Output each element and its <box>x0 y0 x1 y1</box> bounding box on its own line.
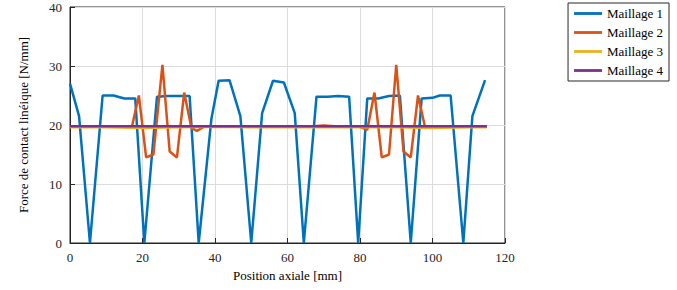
svg-text:Maillage 2: Maillage 2 <box>607 25 663 40</box>
svg-text:120: 120 <box>495 250 515 265</box>
svg-text:40: 40 <box>209 250 222 265</box>
svg-text:0: 0 <box>56 236 63 251</box>
svg-text:30: 30 <box>49 59 62 74</box>
svg-text:60: 60 <box>281 250 294 265</box>
svg-text:0: 0 <box>67 250 74 265</box>
svg-text:100: 100 <box>423 250 443 265</box>
svg-text:10: 10 <box>49 177 62 192</box>
svg-text:Maillage 3: Maillage 3 <box>607 44 663 59</box>
svg-text:Force de contact linéique [N/m: Force de contact linéique [N/mm] <box>16 37 31 213</box>
svg-text:40: 40 <box>49 0 62 15</box>
svg-text:20: 20 <box>136 250 149 265</box>
svg-text:Maillage 1: Maillage 1 <box>607 6 663 21</box>
svg-text:80: 80 <box>354 250 367 265</box>
svg-text:Position axiale [mm]: Position axiale [mm] <box>233 268 342 283</box>
svg-text:Maillage 4: Maillage 4 <box>607 63 663 78</box>
svg-text:20: 20 <box>49 118 62 133</box>
